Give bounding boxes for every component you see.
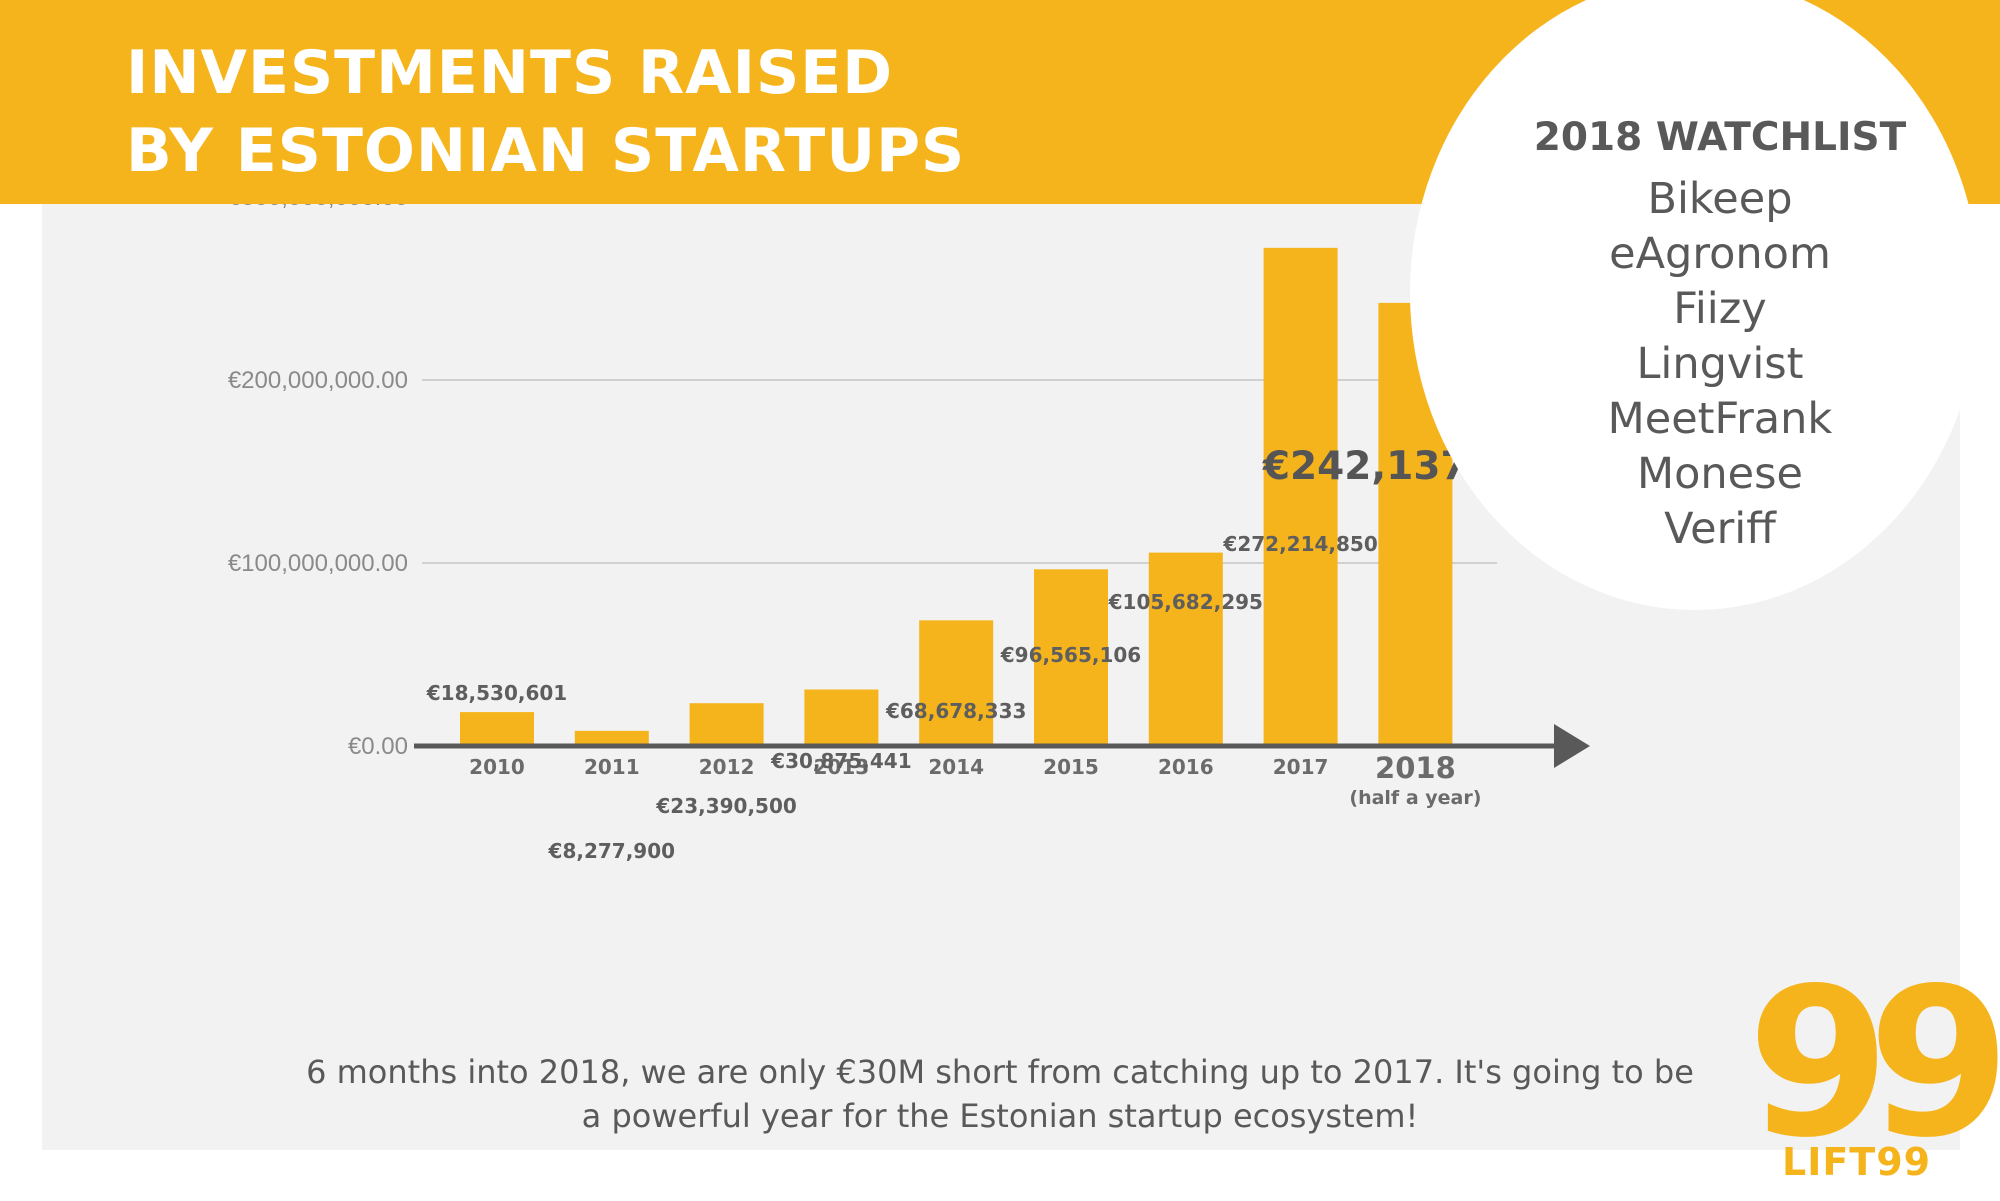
logo-number: 99 <box>1747 972 1998 1152</box>
x-tick-label: 2013 <box>814 755 870 779</box>
bar-2014 <box>919 620 994 746</box>
y-tick-label: €200,000,000.00 <box>228 367 408 394</box>
bar-2016 <box>1148 552 1223 746</box>
data-label: €105,682,295 <box>1108 590 1263 614</box>
watchlist-circle <box>1410 0 1980 610</box>
watchlist-item: Bikeep <box>1647 174 1793 224</box>
data-label: €8,277,900 <box>548 839 676 863</box>
y-tick-label: €0.00 <box>348 733 408 760</box>
watchlist-item: Fiizy <box>1673 284 1767 334</box>
caption-line-1: 6 months into 2018, we are only €30M sho… <box>306 1053 1694 1091</box>
watchlist-item: Veriff <box>1664 504 1776 554</box>
watchlist: Bikeep eAgronom Fiizy Lingvist MeetFrank Mone… <box>1430 172 2000 557</box>
data-label: €68,678,333 <box>885 699 1026 723</box>
y-tick-label: €100,000,000.00 <box>228 550 408 577</box>
watchlist-item: MeetFrank <box>1607 394 1833 444</box>
x-axis-arrow-icon <box>1554 724 1590 768</box>
caption: 6 months into 2018, we are only €30M sho… <box>200 1050 1800 1138</box>
watchlist-item: Monese <box>1637 449 1803 499</box>
data-label: €272,214,850 <box>1222 532 1377 556</box>
bar-2010 <box>460 712 534 746</box>
x-tick-label: 2016 <box>1158 755 1214 779</box>
title-line-2: BY ESTONIAN STARTUPS <box>126 116 966 186</box>
bar-2012 <box>689 703 764 746</box>
bar-2011 <box>574 730 649 746</box>
x-tick-label: 2014 <box>928 755 984 779</box>
bar-2015 <box>1034 569 1108 746</box>
x-tick-label: 2012 <box>699 755 755 779</box>
data-label: €30,875,441 <box>770 749 911 773</box>
x-tick-label: 2015 <box>1043 755 1099 779</box>
x-tick-note: (half a year) <box>1349 787 1481 809</box>
x-tick-label: 2018 <box>1375 751 1456 785</box>
data-label: €23,390,500 <box>655 794 796 818</box>
title-line-1: INVESTMENTS RAISED <box>126 38 894 108</box>
bar-2017 <box>1263 247 1338 746</box>
data-label: €18,530,601 <box>426 681 567 705</box>
watchlist-title: 2018 WATCHLIST <box>1533 115 1907 160</box>
page-title: INVESTMENTS RAISED BY ESTONIAN STARTUPS <box>126 34 965 190</box>
x-tick-label: 2017 <box>1273 755 1329 779</box>
caption-line-2: a powerful year for the Estonian startup… <box>581 1097 1419 1135</box>
watchlist-item: Lingvist <box>1636 339 1804 389</box>
lift99-logo: 99 <box>1747 972 2000 1152</box>
logo-text: LIFT99 <box>1782 1140 1932 1184</box>
bar-chart: €0.00 €100,000,000.00 €200,000,000.00 €300,… <box>228 204 1590 863</box>
watchlist-item: eAgronom <box>1609 229 1831 279</box>
data-label: €96,565,106 <box>1000 643 1141 667</box>
y-tick-label: €300,000,000.00 <box>228 204 408 211</box>
x-tick-label: 2010 <box>469 755 525 779</box>
bar-2013 <box>804 689 879 746</box>
x-tick-label: 2011 <box>584 755 640 779</box>
